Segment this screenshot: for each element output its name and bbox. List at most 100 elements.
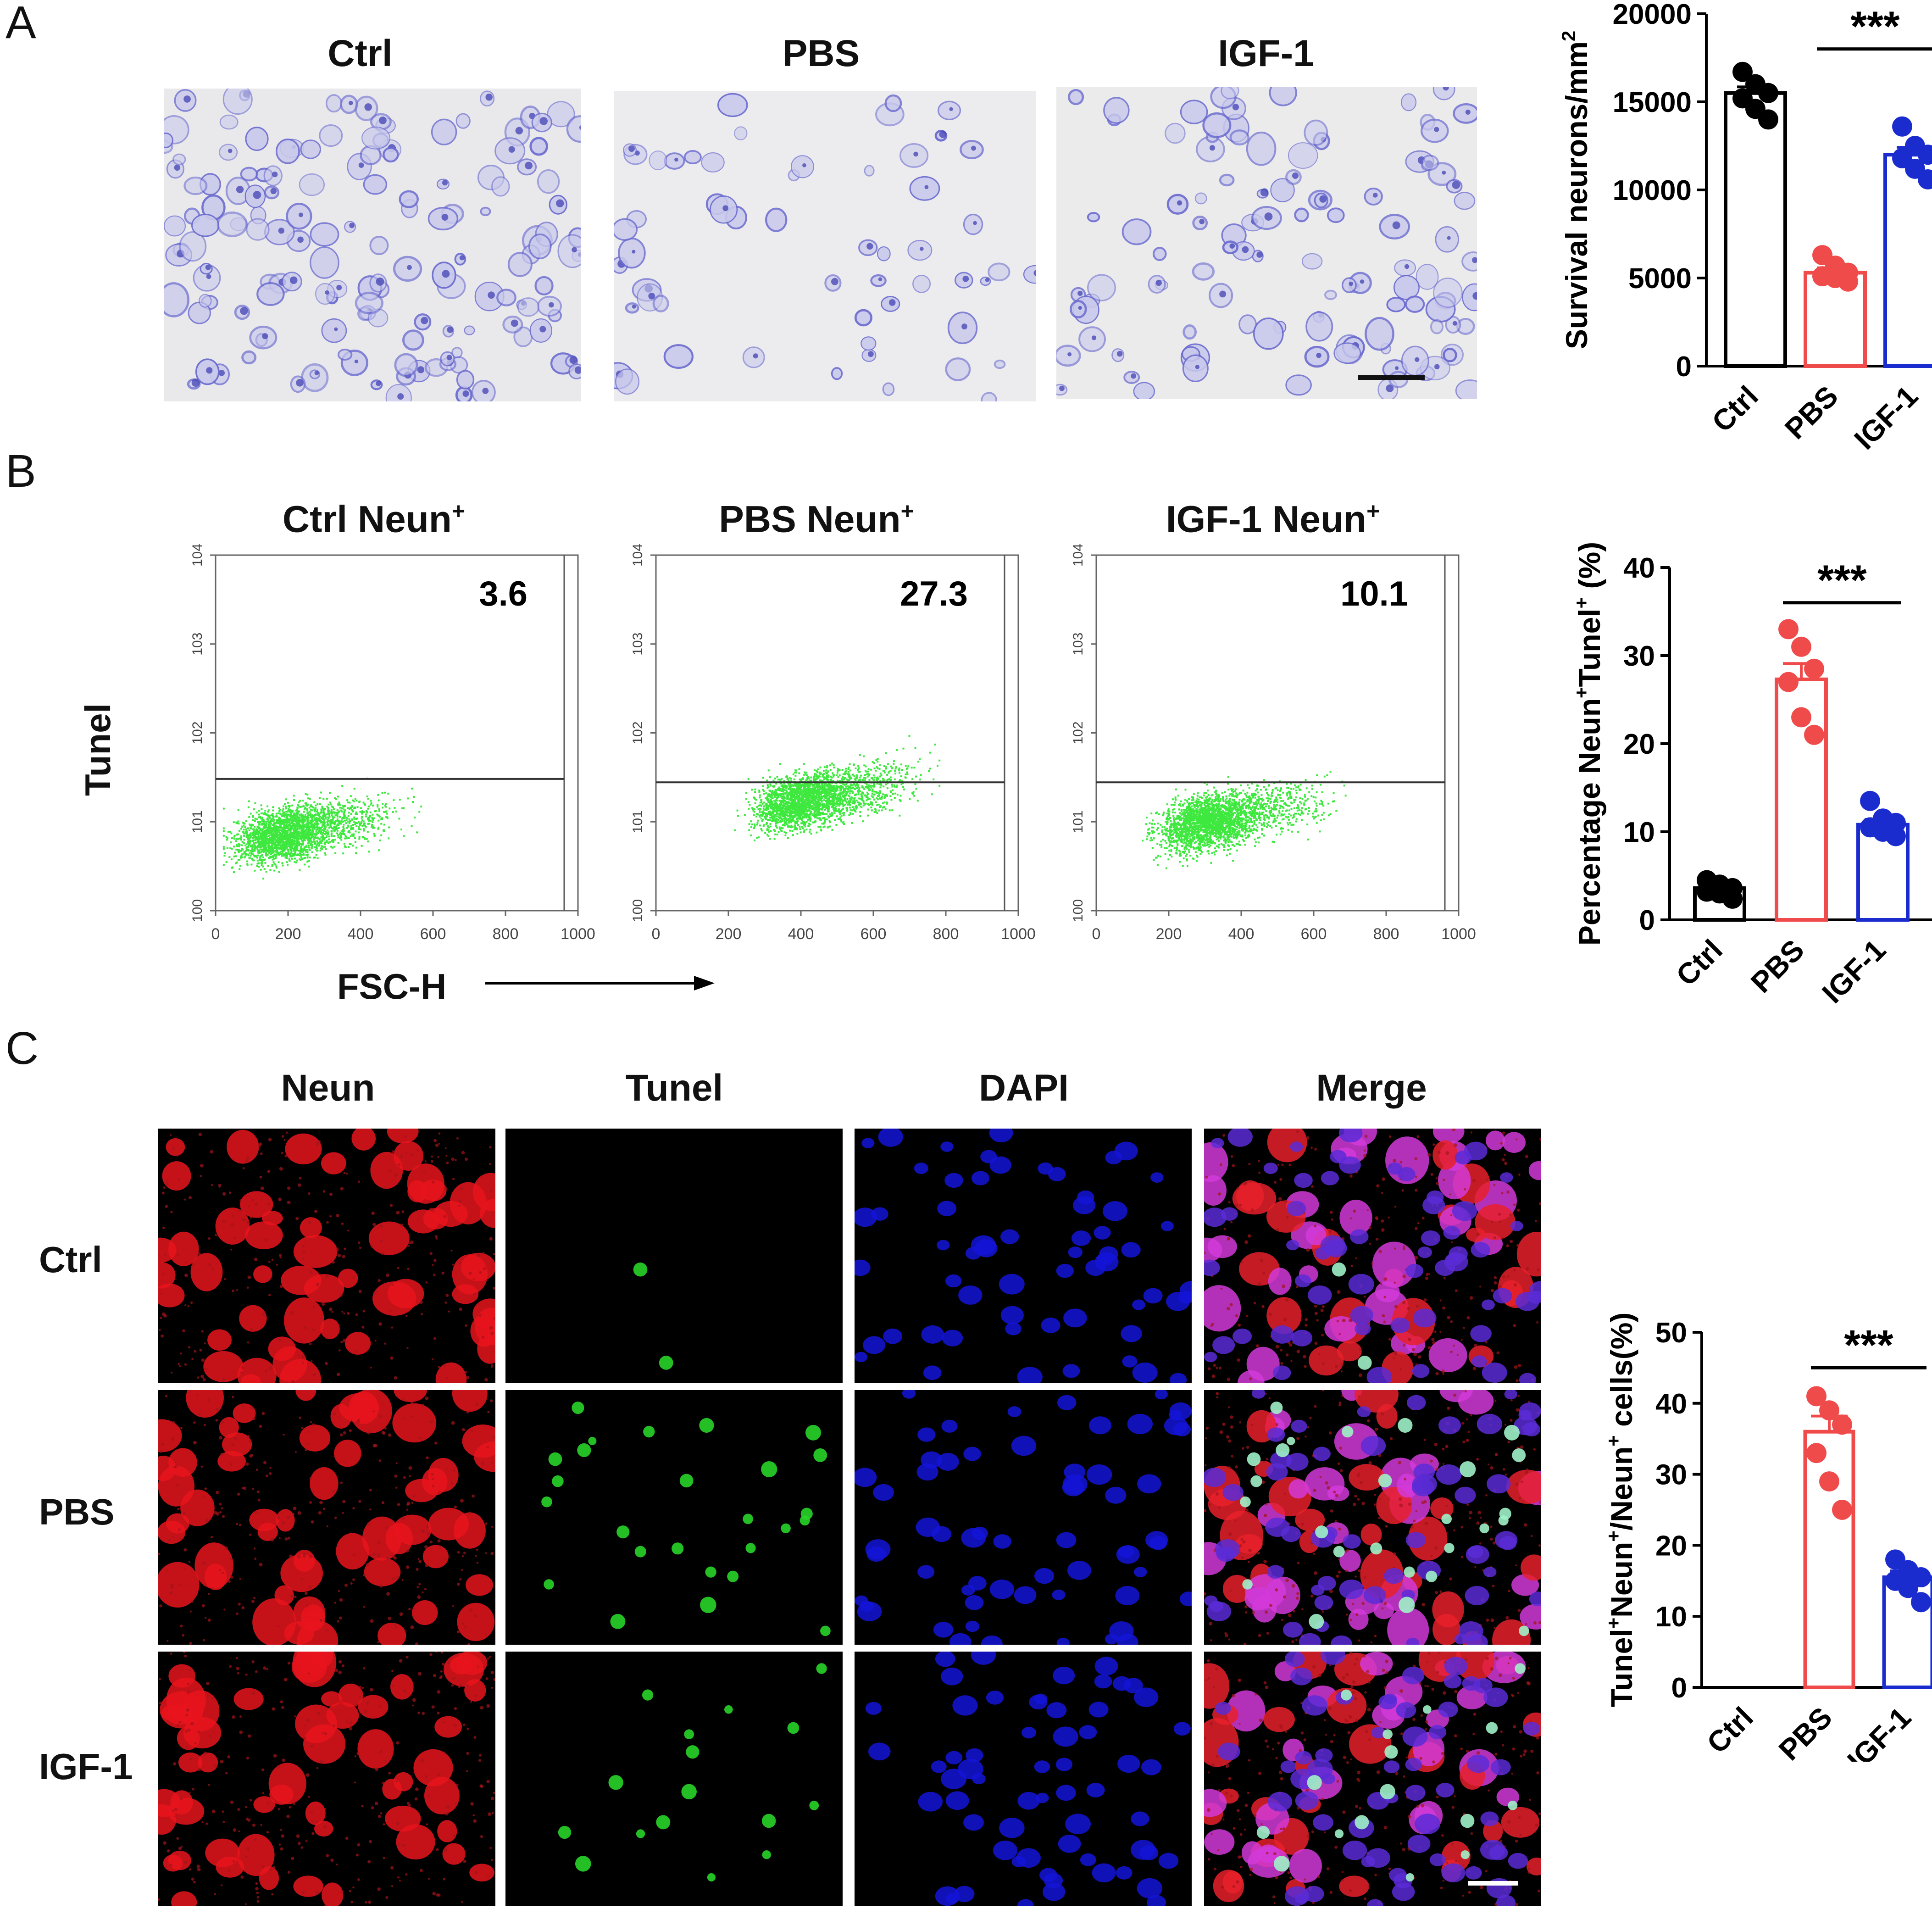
y-tick-label: 50 bbox=[1655, 1317, 1687, 1349]
x-tick-label: 0 bbox=[652, 925, 661, 943]
y-tick-label: 0 bbox=[1639, 905, 1655, 936]
x-tick-label: 600 bbox=[1301, 925, 1327, 943]
nissl-image-pbs bbox=[614, 91, 1036, 401]
bar-group-igf-1 bbox=[1858, 791, 1908, 920]
data-point bbox=[1778, 619, 1799, 639]
data-point bbox=[1804, 725, 1824, 745]
fluor-tunel-igf-1 bbox=[505, 1652, 843, 1906]
y-tick-label: 10 bbox=[1623, 817, 1655, 848]
y-tick-label: 30 bbox=[1623, 640, 1655, 672]
data-point bbox=[1911, 1592, 1931, 1612]
flow-dots bbox=[223, 778, 422, 879]
data-point bbox=[1838, 272, 1858, 292]
panel-label-a: A bbox=[6, 0, 36, 49]
data-point bbox=[1778, 672, 1799, 692]
x-tick-label: 800 bbox=[933, 925, 959, 943]
x-tick-label: 400 bbox=[1228, 925, 1255, 943]
fluor-tunel-pbs bbox=[505, 1390, 843, 1645]
y-tick-label: 102 bbox=[630, 721, 645, 744]
y-tick-label: 104 bbox=[190, 544, 205, 567]
gate-percentage: 10.1 bbox=[1340, 574, 1408, 613]
x-tick-label: IGF-1 bbox=[1841, 1701, 1917, 1762]
x-tick-label: 1000 bbox=[1001, 925, 1036, 943]
row-label-igf1: IGF-1 bbox=[39, 1746, 133, 1788]
y-tick-label: 101 bbox=[190, 810, 205, 833]
flow-title-pbs: PBS Neun+ bbox=[642, 498, 991, 541]
y-tick-label: 103 bbox=[630, 633, 645, 656]
x-tick-label: PBS bbox=[1772, 1701, 1838, 1762]
significance-stars: *** bbox=[1844, 1322, 1893, 1369]
row-label-pbs: PBS bbox=[39, 1491, 115, 1533]
x-tick-label: 600 bbox=[861, 925, 887, 943]
x-tick-label: IGF-1 bbox=[1848, 379, 1924, 456]
data-point bbox=[1892, 117, 1912, 137]
bar-group-ctrl bbox=[1726, 62, 1785, 366]
x-tick-label: 1000 bbox=[561, 925, 595, 943]
flow-dots bbox=[1142, 771, 1347, 869]
data-point bbox=[1758, 83, 1778, 103]
scale-bar bbox=[1358, 375, 1425, 380]
flow-dots bbox=[734, 735, 941, 841]
data-point bbox=[1791, 637, 1811, 657]
y-tick-label: 10 bbox=[1655, 1601, 1687, 1633]
y-tick-label: 100 bbox=[630, 899, 645, 922]
data-point bbox=[1804, 659, 1824, 679]
bar-group-ctrl bbox=[1695, 870, 1744, 920]
y-tick-label: 0 bbox=[1676, 351, 1692, 383]
x-tick-label: 1000 bbox=[1441, 925, 1476, 943]
panel-label-c: C bbox=[6, 1022, 39, 1075]
column-title-tunel: Tunel bbox=[505, 1067, 844, 1110]
row-label-ctrl: Ctrl bbox=[39, 1239, 102, 1281]
x-tick-label: 200 bbox=[1156, 925, 1182, 943]
fluor-neun-ctrl bbox=[158, 1129, 511, 1402]
y-tick-label: 104 bbox=[1071, 544, 1086, 567]
bar-group-pbs bbox=[1777, 619, 1826, 920]
panel-label-b: B bbox=[6, 445, 36, 498]
image-title-igf1: IGF-1 bbox=[1055, 32, 1477, 75]
nissl-image-igf1 bbox=[1056, 87, 1477, 399]
bar bbox=[1726, 93, 1785, 366]
flow-x-label: FSC-H bbox=[337, 966, 446, 1007]
gate-percentage: 27.3 bbox=[900, 574, 968, 613]
y-tick-label: 101 bbox=[1071, 810, 1086, 833]
data-point bbox=[1791, 707, 1811, 727]
x-tick-label: 200 bbox=[275, 925, 301, 943]
x-tick-label: 0 bbox=[211, 925, 220, 943]
x-tick-label: Ctrl bbox=[1670, 933, 1729, 992]
image-title-pbs: PBS bbox=[615, 32, 1027, 75]
fluor-merge-igf-1 bbox=[1189, 1637, 1541, 1912]
y-tick-label: 10000 bbox=[1613, 175, 1692, 206]
x-tick-label: 800 bbox=[493, 925, 519, 943]
x-tick-label: PBS bbox=[1744, 933, 1810, 999]
data-point bbox=[1806, 1443, 1827, 1463]
data-point bbox=[1819, 1471, 1839, 1491]
y-tick-label: 102 bbox=[1071, 721, 1086, 744]
y-tick-label: 20 bbox=[1655, 1530, 1687, 1562]
gate-percentage: 3.6 bbox=[479, 574, 527, 613]
fluorescence-grid bbox=[158, 1129, 1541, 1912]
y-tick-label: 20000 bbox=[1613, 0, 1692, 30]
fluor-dapi-ctrl bbox=[850, 1129, 1203, 1387]
y-tick-label: 103 bbox=[1071, 633, 1086, 656]
y-tick-label: 100 bbox=[1071, 899, 1086, 922]
fluor-neun-igf-1 bbox=[158, 1638, 496, 1912]
bar bbox=[1805, 1432, 1854, 1687]
significance-stars: *** bbox=[1817, 557, 1867, 604]
data-point bbox=[1832, 1500, 1852, 1520]
y-tick-label: 5000 bbox=[1628, 263, 1692, 295]
x-tick-label: Ctrl bbox=[1705, 379, 1765, 439]
x-tick-label: IGF-1 bbox=[1815, 933, 1892, 1009]
fluor-tunel-ctrl bbox=[505, 1129, 843, 1383]
x-tick-label: 400 bbox=[788, 925, 814, 943]
column-title-merge: Merge bbox=[1202, 1067, 1541, 1110]
bar-group-igf-1 bbox=[1884, 1549, 1932, 1687]
column-title-dapi: DAPI bbox=[854, 1067, 1194, 1110]
y-tick-label: 15000 bbox=[1613, 87, 1692, 118]
flow-title-igf1: IGF-1 Neun+ bbox=[1092, 498, 1454, 541]
x-tick-label: 0 bbox=[1092, 925, 1101, 943]
